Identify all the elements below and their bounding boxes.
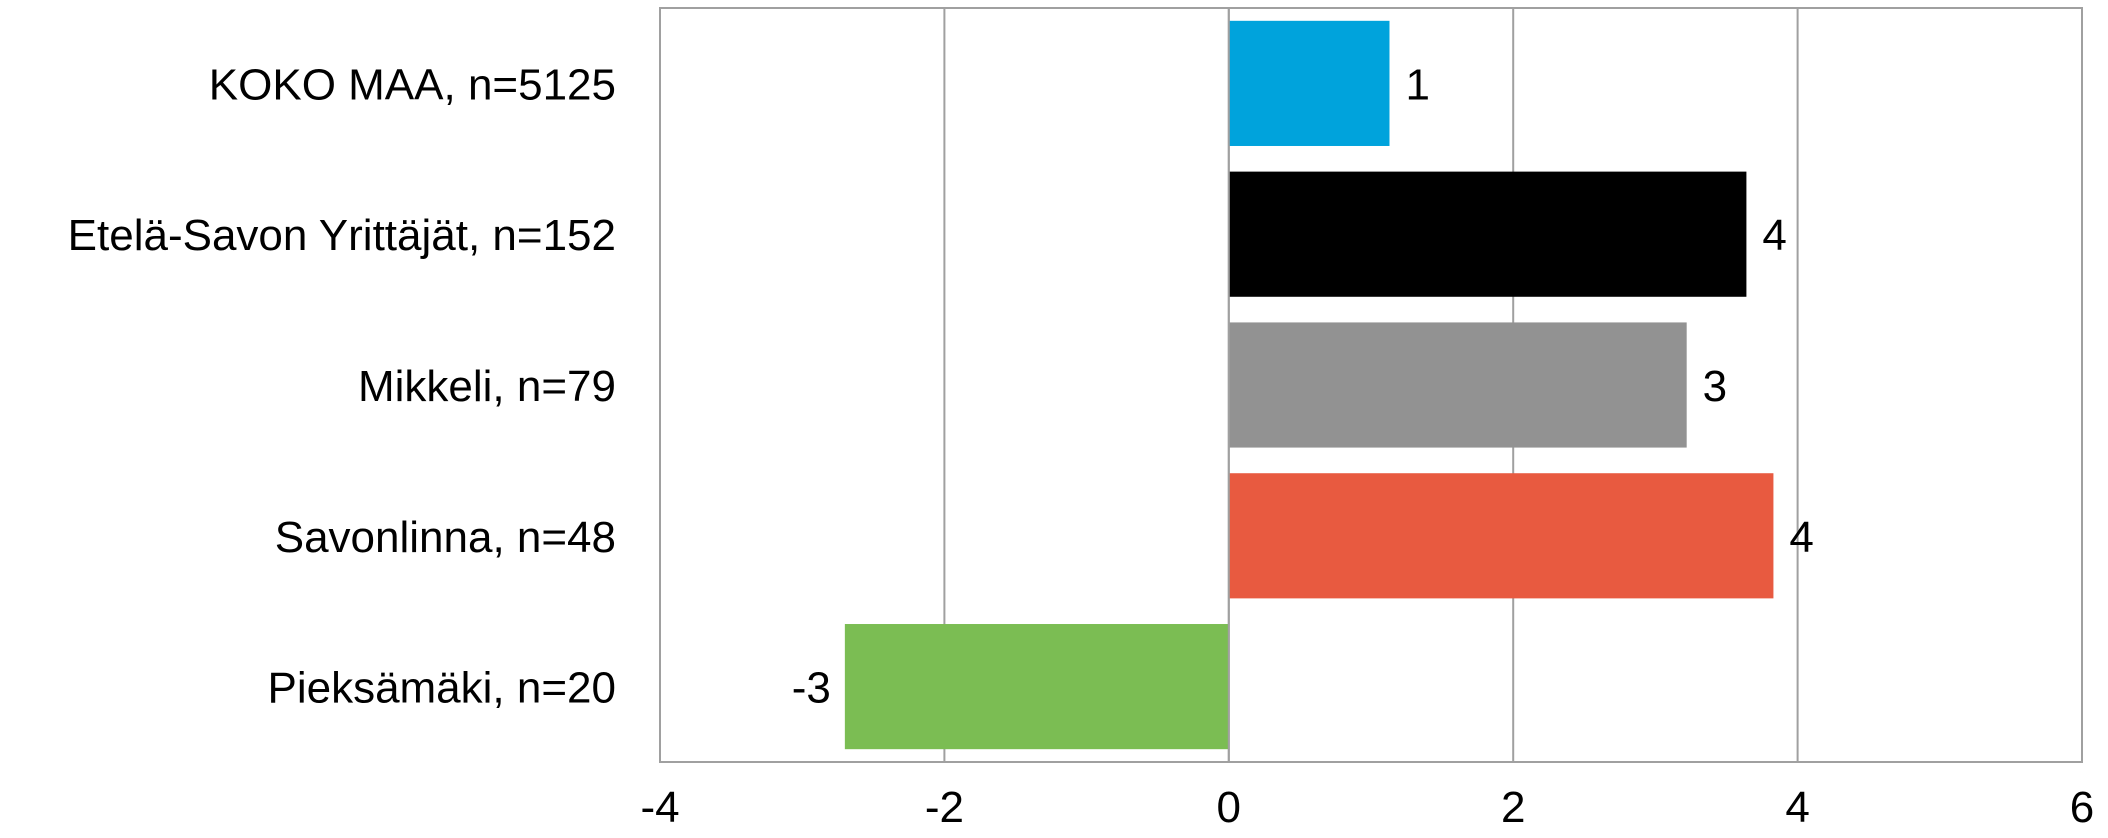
x-tick-label-4: 4 bbox=[1785, 783, 1809, 832]
x-tick-label-1: -2 bbox=[925, 783, 964, 832]
x-tick-label-5: 6 bbox=[2070, 783, 2094, 832]
bar-1 bbox=[1228, 171, 1747, 297]
data-label-0: 1 bbox=[1405, 60, 1429, 109]
bar-3 bbox=[1228, 473, 1774, 599]
x-tick-label-3: 2 bbox=[1501, 783, 1525, 832]
x-tick-label-2: 0 bbox=[1217, 783, 1241, 832]
bar-4 bbox=[844, 624, 1229, 750]
category-label-4: Pieksämäki, n=20 bbox=[267, 664, 616, 713]
bar-0 bbox=[1228, 20, 1390, 146]
category-label-2: Mikkeli, n=79 bbox=[358, 362, 616, 411]
bars bbox=[844, 20, 1774, 750]
data-label-3: 4 bbox=[1789, 513, 1813, 562]
x-axis-tick-labels: -4 -2 0 2 4 6 bbox=[640, 783, 2094, 832]
plot-border bbox=[659, 7, 2083, 763]
data-labels: 1 4 3 4 -3 bbox=[792, 60, 1814, 712]
category-labels: KOKO MAA, n=5125 Etelä-Savon Yrittäjät, n… bbox=[68, 60, 616, 712]
data-label-1: 4 bbox=[1762, 211, 1786, 260]
category-label-0: KOKO MAA, n=5125 bbox=[209, 60, 616, 109]
category-label-3: Savonlinna, n=48 bbox=[275, 513, 616, 562]
data-label-4: -3 bbox=[792, 664, 831, 713]
category-label-1: Etelä-Savon Yrittäjät, n=152 bbox=[68, 211, 616, 260]
data-label-2: 3 bbox=[1703, 362, 1727, 411]
x-tick-label-0: -4 bbox=[640, 783, 679, 832]
bar-2 bbox=[1228, 322, 1687, 448]
plot-area-border bbox=[659, 7, 2083, 763]
